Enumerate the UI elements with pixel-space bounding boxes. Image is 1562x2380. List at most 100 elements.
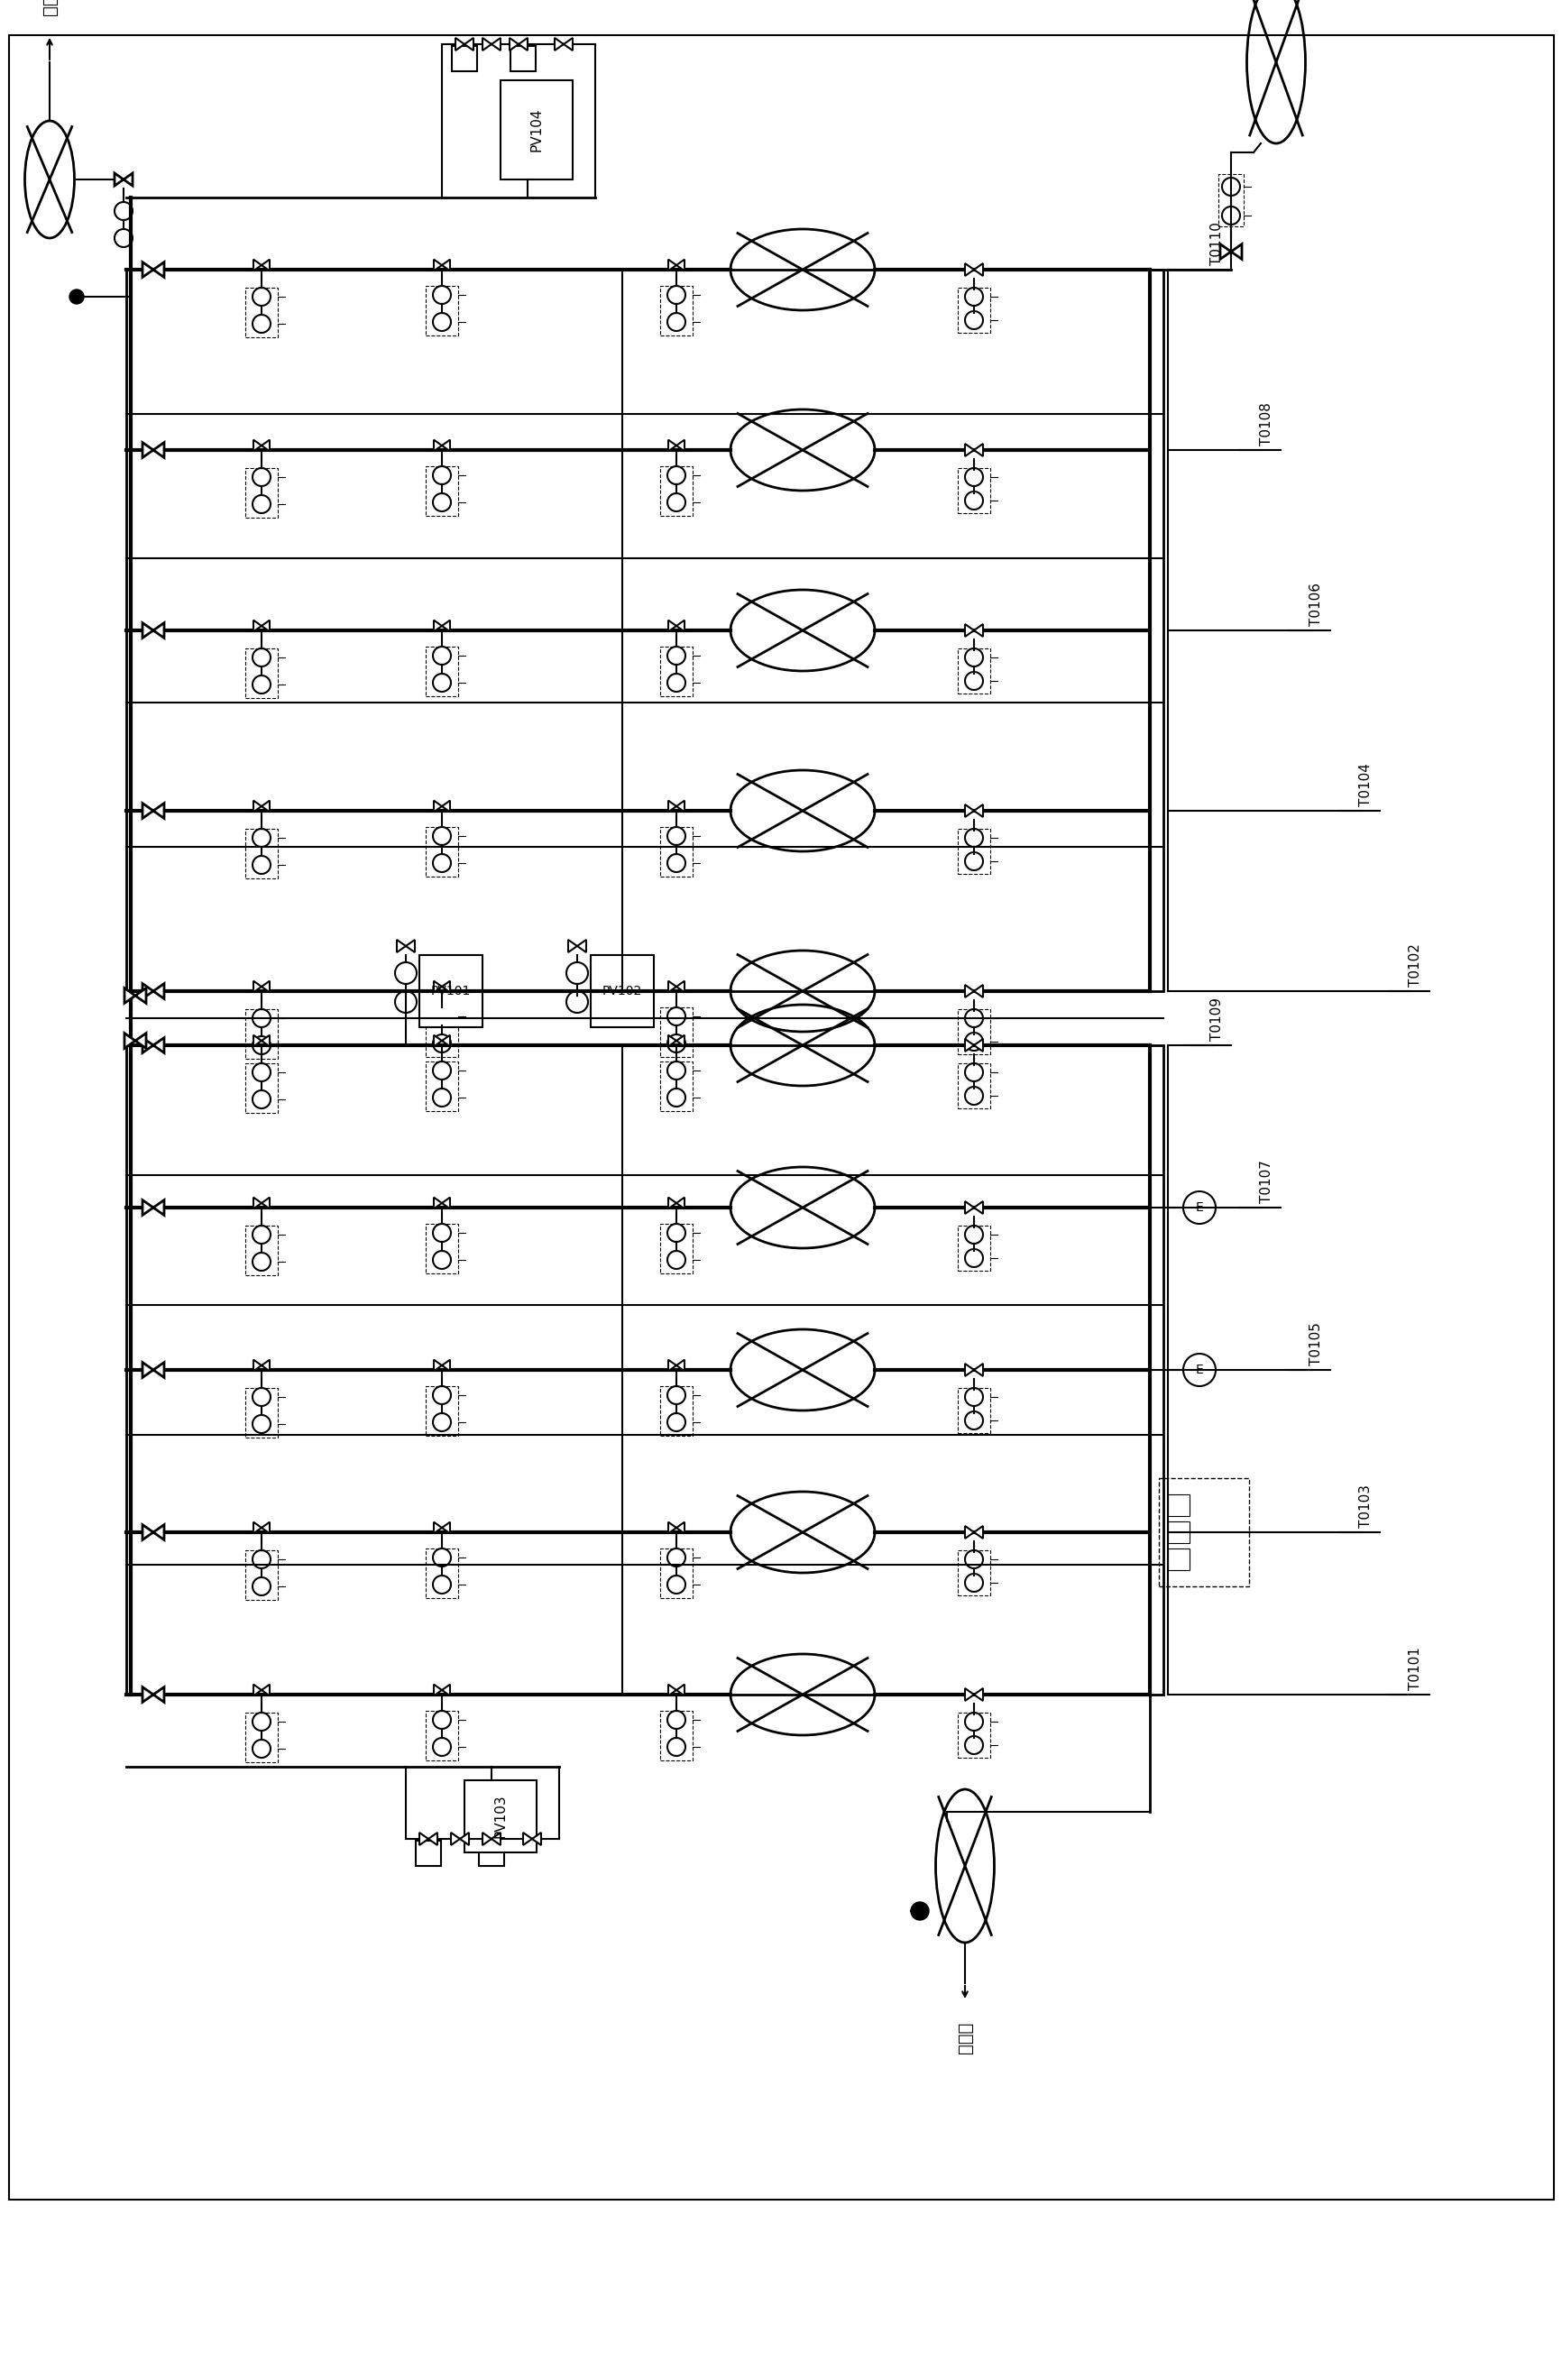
Bar <box>245 1714 278 1761</box>
Polygon shape <box>136 988 145 1004</box>
Bar <box>659 1007 692 1057</box>
Bar <box>425 826 458 876</box>
Polygon shape <box>153 443 164 457</box>
Polygon shape <box>253 800 261 812</box>
Polygon shape <box>419 1833 428 1844</box>
Text: PV101: PV101 <box>431 985 470 997</box>
Polygon shape <box>253 1197 261 1209</box>
Polygon shape <box>261 1359 270 1371</box>
Polygon shape <box>142 1687 153 1702</box>
Polygon shape <box>428 1833 437 1844</box>
Circle shape <box>911 1902 928 1921</box>
Text: T0108: T0108 <box>1259 402 1273 445</box>
Bar <box>245 469 278 519</box>
Polygon shape <box>973 624 982 638</box>
Polygon shape <box>669 621 676 631</box>
Polygon shape <box>676 1197 684 1209</box>
Polygon shape <box>964 1202 973 1214</box>
Polygon shape <box>442 1359 450 1371</box>
Polygon shape <box>434 1523 442 1533</box>
Polygon shape <box>964 443 973 457</box>
Polygon shape <box>669 259 676 271</box>
Polygon shape <box>442 621 450 631</box>
Bar <box>451 45 476 71</box>
Polygon shape <box>973 985 982 997</box>
Polygon shape <box>261 440 270 452</box>
Polygon shape <box>442 1197 450 1209</box>
Bar <box>659 466 692 516</box>
Polygon shape <box>964 1364 973 1376</box>
Polygon shape <box>676 981 684 992</box>
Polygon shape <box>114 174 123 186</box>
Bar <box>245 647 278 697</box>
Polygon shape <box>1231 245 1242 259</box>
Bar <box>245 1009 278 1059</box>
Polygon shape <box>464 38 473 50</box>
Polygon shape <box>153 1361 164 1378</box>
Polygon shape <box>142 262 153 276</box>
Polygon shape <box>973 1202 982 1214</box>
Bar <box>425 647 458 697</box>
Polygon shape <box>564 38 572 50</box>
Bar <box>659 1385 692 1435</box>
Text: E: E <box>1195 1202 1203 1214</box>
Text: T0107: T0107 <box>1259 1159 1273 1202</box>
Text: T0101: T0101 <box>1409 1647 1421 1690</box>
Bar <box>425 286 458 336</box>
Text: T0105: T0105 <box>1309 1323 1323 1366</box>
Text: PV103: PV103 <box>494 1795 508 1837</box>
Bar <box>245 1549 278 1599</box>
Polygon shape <box>442 1685 450 1697</box>
Polygon shape <box>669 981 676 992</box>
Polygon shape <box>406 940 414 952</box>
Bar <box>500 81 572 178</box>
Bar <box>245 828 278 878</box>
Polygon shape <box>973 804 982 816</box>
Polygon shape <box>669 1359 676 1371</box>
Polygon shape <box>483 38 490 50</box>
Polygon shape <box>523 1833 531 1844</box>
Polygon shape <box>153 802 164 819</box>
Bar <box>1157 1478 1248 1587</box>
Polygon shape <box>434 259 442 271</box>
Polygon shape <box>676 1523 684 1533</box>
Polygon shape <box>153 624 164 638</box>
Bar <box>958 1064 990 1109</box>
Polygon shape <box>451 1833 459 1844</box>
Text: PV104: PV104 <box>530 107 544 152</box>
Polygon shape <box>261 981 270 992</box>
Polygon shape <box>973 443 982 457</box>
Bar <box>127 269 1162 990</box>
Text: PV102: PV102 <box>601 985 642 997</box>
Polygon shape <box>261 1035 270 1047</box>
Polygon shape <box>973 1687 982 1702</box>
Bar <box>958 1388 990 1433</box>
Polygon shape <box>142 1200 153 1216</box>
Polygon shape <box>973 1040 982 1052</box>
Polygon shape <box>253 259 261 271</box>
Bar <box>425 1711 458 1761</box>
Polygon shape <box>142 1038 153 1052</box>
Bar <box>415 1840 440 1866</box>
Bar <box>245 1064 278 1114</box>
Text: T0106: T0106 <box>1309 583 1323 626</box>
Bar <box>590 954 653 1028</box>
Polygon shape <box>142 983 153 1000</box>
Bar <box>1167 1549 1189 1571</box>
Bar <box>659 1061 692 1111</box>
Polygon shape <box>434 440 442 452</box>
Bar <box>425 1549 458 1597</box>
Polygon shape <box>434 1197 442 1209</box>
Polygon shape <box>261 1197 270 1209</box>
Bar <box>1218 174 1243 226</box>
Polygon shape <box>669 800 676 812</box>
Bar <box>419 954 483 1028</box>
Polygon shape <box>442 440 450 452</box>
Polygon shape <box>1220 245 1231 259</box>
Polygon shape <box>142 1526 153 1540</box>
Polygon shape <box>442 1523 450 1533</box>
Polygon shape <box>576 940 586 952</box>
Bar <box>958 1009 990 1054</box>
Circle shape <box>69 290 84 305</box>
Polygon shape <box>261 800 270 812</box>
